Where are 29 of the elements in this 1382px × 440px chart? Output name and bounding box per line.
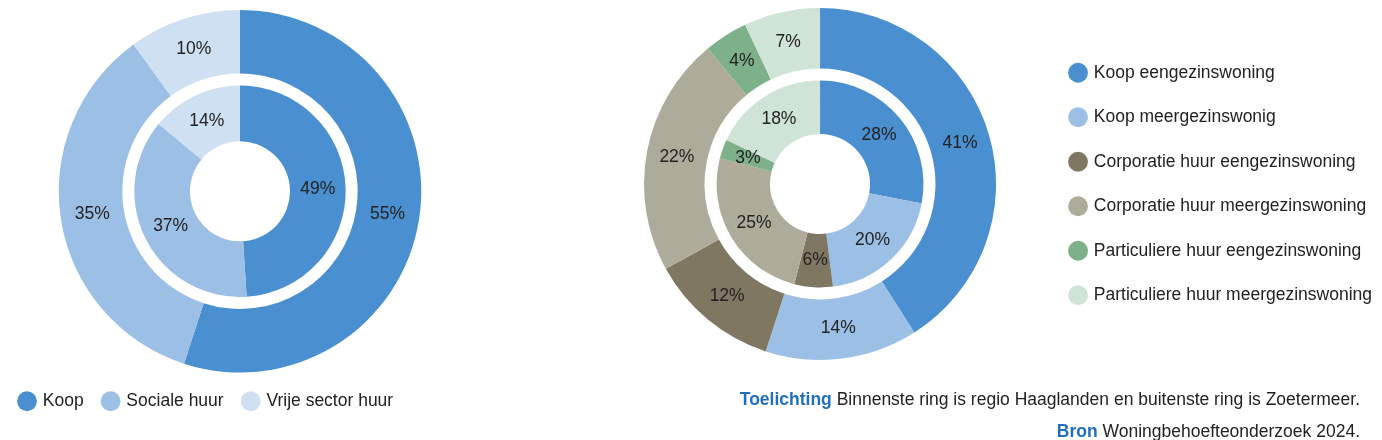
- data-label: 55%: [370, 203, 406, 224]
- legend-label: Sociale huur: [126, 390, 224, 411]
- data-label: 7%: [775, 30, 801, 51]
- data-label: 10%: [176, 37, 212, 58]
- legend-label: Corporatie huur eengezinswoning: [1093, 150, 1356, 171]
- data-label: 3%: [735, 146, 761, 167]
- data-label: 35%: [74, 203, 110, 224]
- legend-label: Koop meergezinswonig: [1093, 106, 1276, 127]
- legend-label: Koop eengezinswoning: [1093, 61, 1275, 82]
- data-label: 14%: [820, 317, 856, 338]
- legend-label: Koop: [42, 390, 84, 411]
- legend-label: Corporatie huur meergezinswoning: [1093, 195, 1367, 216]
- data-label: 20%: [855, 228, 891, 249]
- data-label: 14%: [189, 109, 225, 130]
- data-label: 37%: [153, 215, 189, 236]
- data-label: 28%: [861, 123, 897, 144]
- text: Toelichting Binnenste ring is regio Haaglanden en buitenste ring is Zoetermeer.: [739, 388, 1360, 411]
- data-label: 18%: [761, 108, 797, 129]
- legend-label: Particuliere huur eengezinswoning: [1093, 239, 1362, 260]
- data-label: 12%: [709, 285, 745, 306]
- data-label: 49%: [300, 177, 336, 198]
- legend-label: Particuliere huur meergezinswoning: [1093, 284, 1373, 305]
- data-label: 6%: [802, 249, 828, 270]
- data-label: 41%: [942, 132, 978, 153]
- data-label: 22%: [659, 145, 695, 166]
- legend-label: Vrije sector huur: [266, 390, 394, 411]
- text: Bron Woningbehoefteonderzoek 2024.: [1055, 420, 1360, 440]
- data-label: 25%: [736, 211, 772, 232]
- data-label: 4%: [729, 49, 755, 70]
